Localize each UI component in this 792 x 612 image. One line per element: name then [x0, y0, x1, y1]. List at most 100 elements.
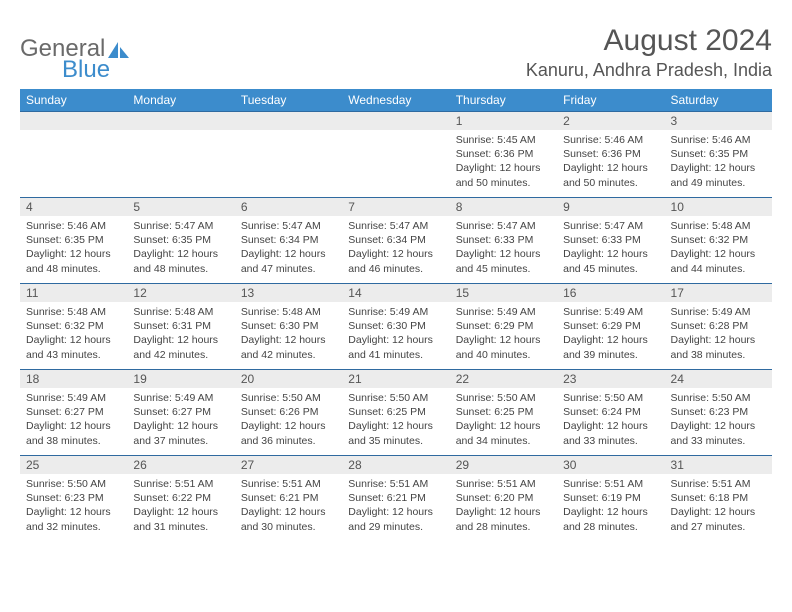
day-detail: Sunrise: 5:49 AMSunset: 6:28 PMDaylight:… — [665, 302, 772, 368]
day-detail: Sunrise: 5:49 AMSunset: 6:29 PMDaylight:… — [450, 302, 557, 368]
daylight-line: Daylight: 12 hours and 48 minutes. — [133, 247, 228, 275]
day-detail: Sunrise: 5:48 AMSunset: 6:32 PMDaylight:… — [20, 302, 127, 368]
calendar-cell: 17Sunrise: 5:49 AMSunset: 6:28 PMDayligh… — [665, 284, 772, 370]
day-number: 18 — [20, 370, 127, 388]
calendar-cell: 29Sunrise: 5:51 AMSunset: 6:20 PMDayligh… — [450, 456, 557, 542]
day-detail: Sunrise: 5:45 AMSunset: 6:36 PMDaylight:… — [450, 130, 557, 196]
day-detail — [342, 130, 449, 139]
calendar-cell: 8Sunrise: 5:47 AMSunset: 6:33 PMDaylight… — [450, 198, 557, 284]
daylight-line: Daylight: 12 hours and 28 minutes. — [563, 505, 658, 533]
daylight-line: Daylight: 12 hours and 36 minutes. — [241, 419, 336, 447]
calendar-cell: 31Sunrise: 5:51 AMSunset: 6:18 PMDayligh… — [665, 456, 772, 542]
sunrise-line: Sunrise: 5:46 AM — [26, 219, 121, 233]
daylight-line: Daylight: 12 hours and 45 minutes. — [456, 247, 551, 275]
sunrise-line: Sunrise: 5:47 AM — [241, 219, 336, 233]
sunset-line: Sunset: 6:27 PM — [26, 405, 121, 419]
sunset-line: Sunset: 6:20 PM — [456, 491, 551, 505]
daylight-line: Daylight: 12 hours and 38 minutes. — [671, 333, 766, 361]
sunset-line: Sunset: 6:34 PM — [348, 233, 443, 247]
sunset-line: Sunset: 6:25 PM — [456, 405, 551, 419]
calendar-cell: 20Sunrise: 5:50 AMSunset: 6:26 PMDayligh… — [235, 370, 342, 456]
calendar-cell: 27Sunrise: 5:51 AMSunset: 6:21 PMDayligh… — [235, 456, 342, 542]
sunset-line: Sunset: 6:27 PM — [133, 405, 228, 419]
daylight-line: Daylight: 12 hours and 48 minutes. — [26, 247, 121, 275]
day-number: 8 — [450, 198, 557, 216]
sunset-line: Sunset: 6:33 PM — [456, 233, 551, 247]
calendar-cell: 26Sunrise: 5:51 AMSunset: 6:22 PMDayligh… — [127, 456, 234, 542]
day-number — [342, 112, 449, 130]
sunrise-line: Sunrise: 5:50 AM — [26, 477, 121, 491]
day-detail: Sunrise: 5:51 AMSunset: 6:18 PMDaylight:… — [665, 474, 772, 540]
daylight-line: Daylight: 12 hours and 43 minutes. — [26, 333, 121, 361]
day-detail: Sunrise: 5:50 AMSunset: 6:25 PMDaylight:… — [450, 388, 557, 454]
daylight-line: Daylight: 12 hours and 40 minutes. — [456, 333, 551, 361]
day-detail: Sunrise: 5:50 AMSunset: 6:25 PMDaylight:… — [342, 388, 449, 454]
weekday-header: Tuesday — [235, 89, 342, 112]
day-detail: Sunrise: 5:49 AMSunset: 6:30 PMDaylight:… — [342, 302, 449, 368]
day-number: 29 — [450, 456, 557, 474]
month-title: August 2024 — [526, 24, 772, 58]
daylight-line: Daylight: 12 hours and 41 minutes. — [348, 333, 443, 361]
location-subtitle: Kanuru, Andhra Pradesh, India — [526, 60, 772, 81]
calendar-page: GeneralBlueAugust 2024Kanuru, Andhra Pra… — [0, 0, 792, 552]
day-number: 25 — [20, 456, 127, 474]
calendar-cell: 6Sunrise: 5:47 AMSunset: 6:34 PMDaylight… — [235, 198, 342, 284]
day-number: 20 — [235, 370, 342, 388]
day-number: 6 — [235, 198, 342, 216]
sunset-line: Sunset: 6:21 PM — [348, 491, 443, 505]
sunrise-line: Sunrise: 5:48 AM — [241, 305, 336, 319]
daylight-line: Daylight: 12 hours and 38 minutes. — [26, 419, 121, 447]
day-number: 9 — [557, 198, 664, 216]
sunset-line: Sunset: 6:24 PM — [563, 405, 658, 419]
day-number: 27 — [235, 456, 342, 474]
daylight-line: Daylight: 12 hours and 32 minutes. — [26, 505, 121, 533]
sunset-line: Sunset: 6:29 PM — [456, 319, 551, 333]
sunset-line: Sunset: 6:33 PM — [563, 233, 658, 247]
day-number: 28 — [342, 456, 449, 474]
calendar-cell: 5Sunrise: 5:47 AMSunset: 6:35 PMDaylight… — [127, 198, 234, 284]
calendar-cell: 13Sunrise: 5:48 AMSunset: 6:30 PMDayligh… — [235, 284, 342, 370]
day-number: 19 — [127, 370, 234, 388]
sunset-line: Sunset: 6:28 PM — [671, 319, 766, 333]
sunrise-line: Sunrise: 5:50 AM — [456, 391, 551, 405]
day-number: 22 — [450, 370, 557, 388]
sunset-line: Sunset: 6:23 PM — [26, 491, 121, 505]
daylight-line: Daylight: 12 hours and 30 minutes. — [241, 505, 336, 533]
calendar-cell: 21Sunrise: 5:50 AMSunset: 6:25 PMDayligh… — [342, 370, 449, 456]
weekday-header: Friday — [557, 89, 664, 112]
daylight-line: Daylight: 12 hours and 28 minutes. — [456, 505, 551, 533]
day-number — [127, 112, 234, 130]
day-number: 11 — [20, 284, 127, 302]
calendar-cell: 7Sunrise: 5:47 AMSunset: 6:34 PMDaylight… — [342, 198, 449, 284]
daylight-line: Daylight: 12 hours and 37 minutes. — [133, 419, 228, 447]
sunset-line: Sunset: 6:32 PM — [671, 233, 766, 247]
calendar-cell: 10Sunrise: 5:48 AMSunset: 6:32 PMDayligh… — [665, 198, 772, 284]
sunset-line: Sunset: 6:34 PM — [241, 233, 336, 247]
daylight-line: Daylight: 12 hours and 29 minutes. — [348, 505, 443, 533]
daylight-line: Daylight: 12 hours and 34 minutes. — [456, 419, 551, 447]
day-number: 1 — [450, 112, 557, 130]
daylight-line: Daylight: 12 hours and 50 minutes. — [456, 161, 551, 189]
day-detail: Sunrise: 5:48 AMSunset: 6:32 PMDaylight:… — [665, 216, 772, 282]
sunrise-line: Sunrise: 5:50 AM — [348, 391, 443, 405]
day-detail: Sunrise: 5:47 AMSunset: 6:33 PMDaylight:… — [450, 216, 557, 282]
calendar-cell: 14Sunrise: 5:49 AMSunset: 6:30 PMDayligh… — [342, 284, 449, 370]
sunrise-line: Sunrise: 5:46 AM — [563, 133, 658, 147]
daylight-line: Daylight: 12 hours and 39 minutes. — [563, 333, 658, 361]
calendar-cell — [342, 112, 449, 198]
day-detail: Sunrise: 5:46 AMSunset: 6:35 PMDaylight:… — [665, 130, 772, 196]
sunset-line: Sunset: 6:29 PM — [563, 319, 658, 333]
calendar-week-row: 1Sunrise: 5:45 AMSunset: 6:36 PMDaylight… — [20, 112, 772, 198]
calendar-week-row: 4Sunrise: 5:46 AMSunset: 6:35 PMDaylight… — [20, 198, 772, 284]
day-number: 26 — [127, 456, 234, 474]
day-detail: Sunrise: 5:51 AMSunset: 6:21 PMDaylight:… — [235, 474, 342, 540]
day-detail: Sunrise: 5:49 AMSunset: 6:27 PMDaylight:… — [127, 388, 234, 454]
day-detail: Sunrise: 5:50 AMSunset: 6:26 PMDaylight:… — [235, 388, 342, 454]
weekday-header: Wednesday — [342, 89, 449, 112]
day-number: 16 — [557, 284, 664, 302]
calendar-cell: 28Sunrise: 5:51 AMSunset: 6:21 PMDayligh… — [342, 456, 449, 542]
day-number: 4 — [20, 198, 127, 216]
sunset-line: Sunset: 6:35 PM — [26, 233, 121, 247]
day-detail: Sunrise: 5:51 AMSunset: 6:22 PMDaylight:… — [127, 474, 234, 540]
sunrise-line: Sunrise: 5:47 AM — [133, 219, 228, 233]
